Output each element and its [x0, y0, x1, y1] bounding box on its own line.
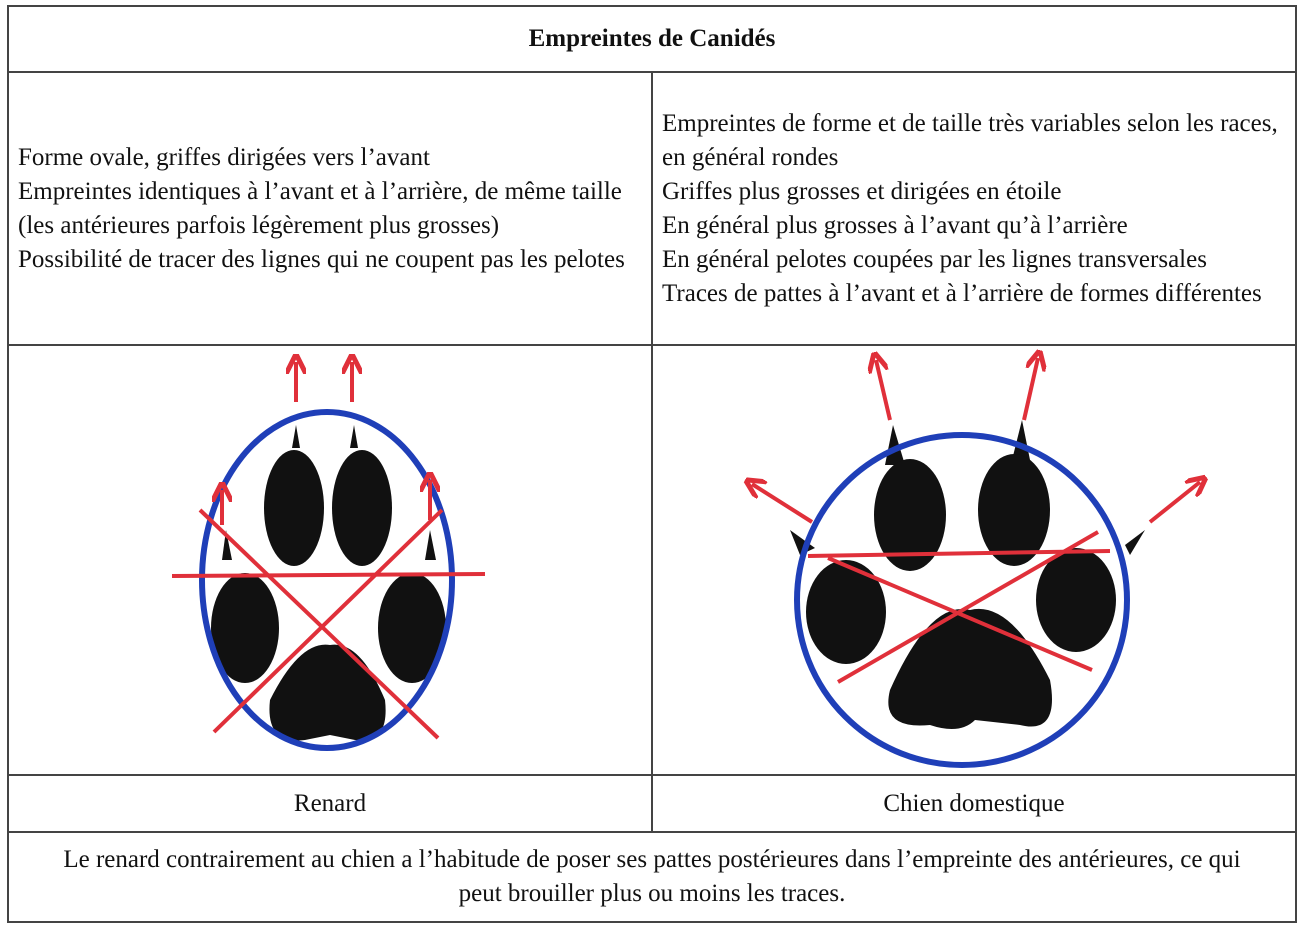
- description-line: Empreintes de forme et de taille très va…: [662, 109, 1278, 171]
- description-line: Empreintes identiques à l’avant et à l’a…: [18, 177, 622, 239]
- description-cell: Empreintes de forme et de taille très va…: [652, 72, 1296, 345]
- table-borders: [7, 5, 1297, 923]
- description-cell: Forme ovale, griffes dirigées vers l’ava…: [8, 72, 652, 345]
- table-title: Empreintes de Canidés: [528, 25, 776, 52]
- fox-paw: [171, 362, 486, 751]
- description-line: Possibilité de tracer des lignes qui ne …: [18, 245, 625, 273]
- description-line: En général pelotes coupées par les ligne…: [662, 245, 1207, 273]
- description-line: En général plus grosses à l’avant qu’à l…: [662, 211, 1128, 239]
- species-label: Chien domestique: [883, 789, 1065, 817]
- description-line: Griffes plus grosses et dirigées en étoi…: [662, 177, 1062, 205]
- note: Le renard contrairement au chien a l’hab…: [63, 846, 1241, 907]
- species-label: Renard: [293, 789, 367, 817]
- description-line: Forme ovale, griffes dirigées vers l’ava…: [18, 143, 430, 171]
- description-line: Traces de pattes à l’avant et à l’arrièr…: [662, 279, 1262, 307]
- dog-paw: [752, 358, 1200, 768]
